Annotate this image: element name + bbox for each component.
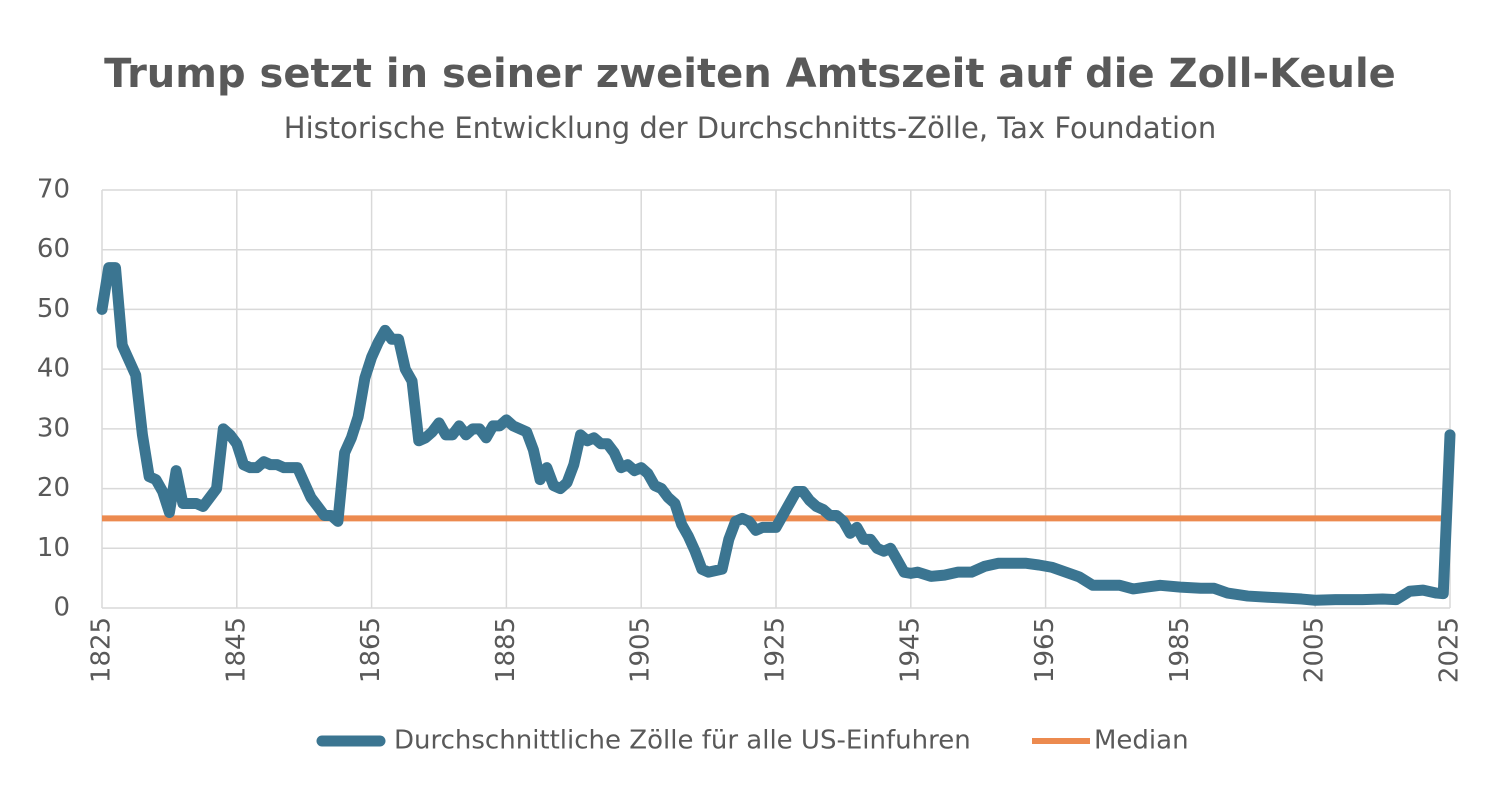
x-tick-label: 2005 bbox=[1300, 617, 1330, 683]
y-tick-label: 10 bbox=[37, 533, 70, 563]
y-tick-label: 70 bbox=[37, 175, 70, 205]
x-tick-label: 1845 bbox=[221, 617, 251, 683]
x-tick-label: 1925 bbox=[761, 617, 791, 683]
legend-label: Median bbox=[1094, 726, 1189, 756]
chart-subtitle: Historische Entwicklung der Durchschnitt… bbox=[284, 111, 1216, 145]
y-tick-label: 30 bbox=[37, 413, 70, 443]
x-tick-label: 1885 bbox=[491, 617, 521, 683]
y-tick-label: 40 bbox=[37, 354, 70, 384]
legend-label: Durchschnittliche Zölle für alle US-Einf… bbox=[394, 726, 971, 756]
data-line bbox=[96, 262, 1456, 606]
x-tick-label: 1965 bbox=[1030, 617, 1060, 683]
y-tick-label: 50 bbox=[37, 294, 70, 324]
x-tick-label: 1865 bbox=[356, 617, 386, 683]
y-tick-label: 0 bbox=[53, 593, 70, 623]
x-tick-label: 1945 bbox=[895, 617, 925, 683]
y-tick-label: 20 bbox=[37, 473, 70, 503]
x-tick-label: 1985 bbox=[1165, 617, 1195, 683]
chart-title: Trump setzt in seiner zweiten Amtszeit a… bbox=[104, 51, 1396, 97]
x-tick-label: 2025 bbox=[1435, 617, 1465, 683]
x-tick-label: 1905 bbox=[626, 617, 656, 683]
x-tick-label: 1825 bbox=[87, 617, 117, 683]
y-tick-label: 60 bbox=[37, 234, 70, 264]
